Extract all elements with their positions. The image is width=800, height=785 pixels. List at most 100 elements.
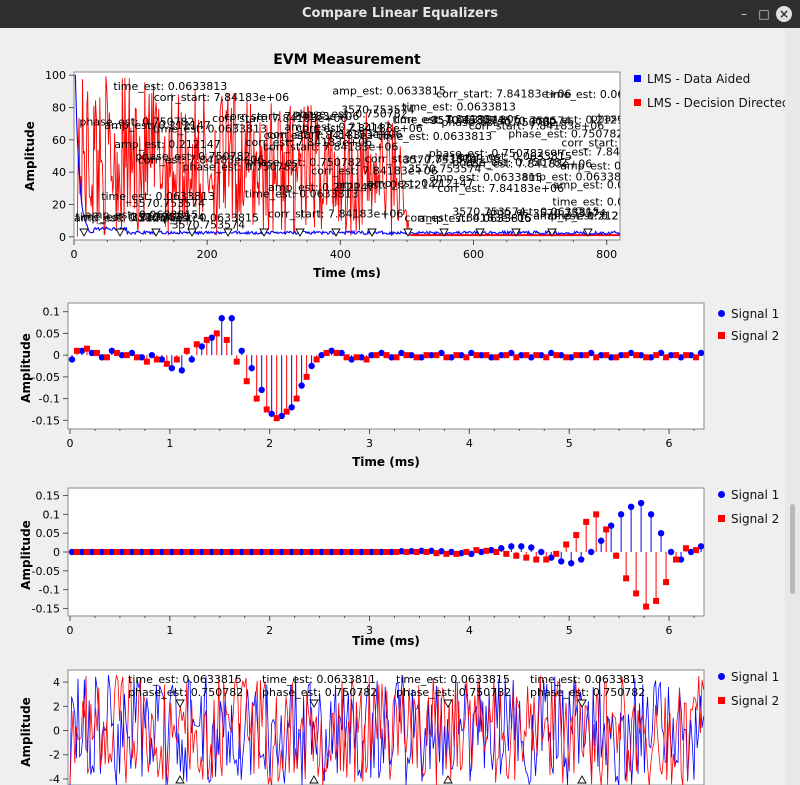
evm-tag-label: time_est: 0.0633813	[113, 80, 227, 93]
scrollbar-thumb[interactable]	[790, 504, 795, 594]
signal-1-point	[318, 548, 325, 556]
evm-tag-marker	[295, 228, 305, 237]
signal-2-point	[413, 549, 420, 555]
legend-swatch-red	[718, 697, 725, 704]
signal-1-point	[208, 548, 215, 556]
y-tick-label: 0.1	[43, 508, 61, 521]
evm-tag-label: 3570.753574	[132, 197, 205, 210]
x-tick-label: 3	[366, 624, 373, 637]
signal-2-point	[373, 352, 380, 359]
legend-swatch-blue	[718, 673, 725, 680]
signal-1-point	[198, 548, 205, 556]
signal-canvas-1[interactable]	[67, 302, 705, 430]
evm-tag-label: corr_est: 7.84183e+06	[311, 165, 438, 178]
evm-tag-label: amp_est: 0.0633815	[429, 171, 542, 184]
signal-2-point	[313, 356, 320, 363]
signal-2-point	[103, 354, 110, 361]
signal-2-point	[263, 406, 270, 413]
signal-1-point	[508, 543, 515, 550]
evm-tag-label: corr_start: 7.84183e+06	[154, 91, 289, 104]
signal-1-point	[308, 548, 315, 556]
evm-tag-label: phase_est: 0.750782	[429, 147, 544, 160]
signal-3-ylabel: Amplitude	[19, 697, 33, 767]
signal-2-point	[103, 549, 110, 555]
signal-2-point	[443, 354, 450, 361]
signal-2-point	[173, 356, 180, 363]
evm-tag-marker	[151, 228, 161, 237]
evm-tag-label: amp_est: 0.212147	[336, 178, 442, 191]
y-tick-label: 0.05	[36, 327, 61, 340]
signal-1-point	[198, 343, 205, 350]
window-titlebar[interactable]: Compare Linear Equalizers – □ ×	[0, 0, 800, 28]
signal-1-point	[398, 349, 405, 357]
evm-x-tick-label: 0	[71, 248, 78, 261]
evm-y-tick-label: 40	[52, 166, 66, 179]
signal-1-point	[228, 548, 235, 556]
evm-tag-marker	[331, 228, 341, 237]
signal-1-point	[138, 354, 146, 361]
evm-tag-label: amp_est: 0.0633815	[486, 205, 599, 218]
signal-2-point	[473, 547, 480, 554]
signal-1-point	[478, 351, 485, 359]
close-icon[interactable]: ×	[776, 6, 792, 22]
evm-tag-label: amp_est: 0.0633815	[419, 212, 532, 225]
signal-1-point	[667, 351, 675, 359]
signal-1-point	[548, 349, 555, 357]
signal-2-point	[113, 349, 120, 356]
y-tick-label: 0	[53, 546, 60, 559]
evm-tag-label: 3570.753574	[498, 115, 571, 128]
signal-2-point	[253, 395, 260, 402]
evm-tag-label: 3570.753574	[131, 211, 204, 224]
signal-2-point	[383, 352, 390, 359]
signal-2-point	[123, 352, 130, 359]
signal-2-point	[303, 549, 310, 555]
signal-2-point	[613, 354, 620, 361]
evm-tag-label: amp_est: 0.212147	[284, 121, 390, 134]
evm-tag-label: corr_est: 7.84183e+06	[138, 153, 265, 166]
signal-2-point	[483, 352, 490, 359]
signal-2-point	[353, 354, 360, 361]
evm-tag-label: amp_est: 0.0633815	[560, 160, 673, 173]
evm-tag-label: time_est: 0.0633813	[552, 195, 666, 208]
signal-1-point	[418, 547, 425, 555]
evm-tag-marker	[547, 228, 557, 237]
signal-2-point	[693, 354, 700, 361]
evm-tag-label: corr_start: 7.84183e+06	[268, 208, 403, 221]
maximize-icon[interactable]: □	[758, 7, 770, 21]
signal-1-point	[118, 548, 126, 556]
signal-1-point	[368, 351, 375, 359]
evm-tag-label: corr_est: 7.84183e+06	[466, 158, 593, 171]
signal-2-point	[143, 358, 150, 365]
signal-chart-1[interactable]: 0 1 2 3 4 5 60.10.050-0.05-0.1-0.15 Time (ms) …	[0, 296, 800, 476]
signal-2-point	[613, 552, 620, 559]
signal-2-axes: 0 1 2 3 4 5 6 0.15 0.1 0.05 0 -0.05 -0.1 -0.15	[32, 490, 695, 637]
signal-1-point	[597, 351, 605, 359]
y-tick-label: 4	[53, 676, 60, 689]
vertical-scrollbar[interactable]	[785, 28, 800, 785]
signal-plot-1: 0 1 2 3 4 5 6 0.1 0.05 0 -0.05 -0.1 -0.15 Time (ms) …	[0, 296, 800, 476]
signal-3-tag-marker-bottom	[175, 775, 185, 784]
signal-chart-2[interactable]: 0 1 2 3 4 5 6 0.15 0.1 0.05 0 -0.05 -0.1 -0.15 Time (…	[0, 483, 800, 663]
signal-1-point	[528, 354, 535, 361]
signal-1-point	[258, 548, 265, 556]
signal-1-point	[558, 558, 565, 565]
signal-1-point	[298, 548, 305, 556]
signal-1-point	[68, 356, 76, 363]
signal-3-tag-time: time_est: 0.0633813	[530, 673, 644, 686]
signal-2-point	[123, 549, 130, 555]
x-tick-label: 2	[266, 437, 273, 450]
signal-1-point	[78, 548, 86, 556]
y-tick-label: 0.15	[36, 490, 61, 503]
signal-1-point	[328, 548, 335, 556]
signal-2-point	[683, 545, 690, 552]
minimize-icon[interactable]: –	[741, 7, 747, 21]
evm-tag-label: corr_est: 7.84183e+06	[264, 129, 391, 142]
evm-x-tick-label: 800	[596, 248, 617, 261]
signal-1-point	[388, 548, 395, 556]
signal-1-point	[468, 550, 475, 558]
signal-1-point	[498, 545, 505, 552]
evm-chart[interactable]: EVM Measurement amp_est: 0.212147corr_st…	[0, 28, 800, 278]
evm-tag-label: 3570.753574	[408, 163, 481, 176]
